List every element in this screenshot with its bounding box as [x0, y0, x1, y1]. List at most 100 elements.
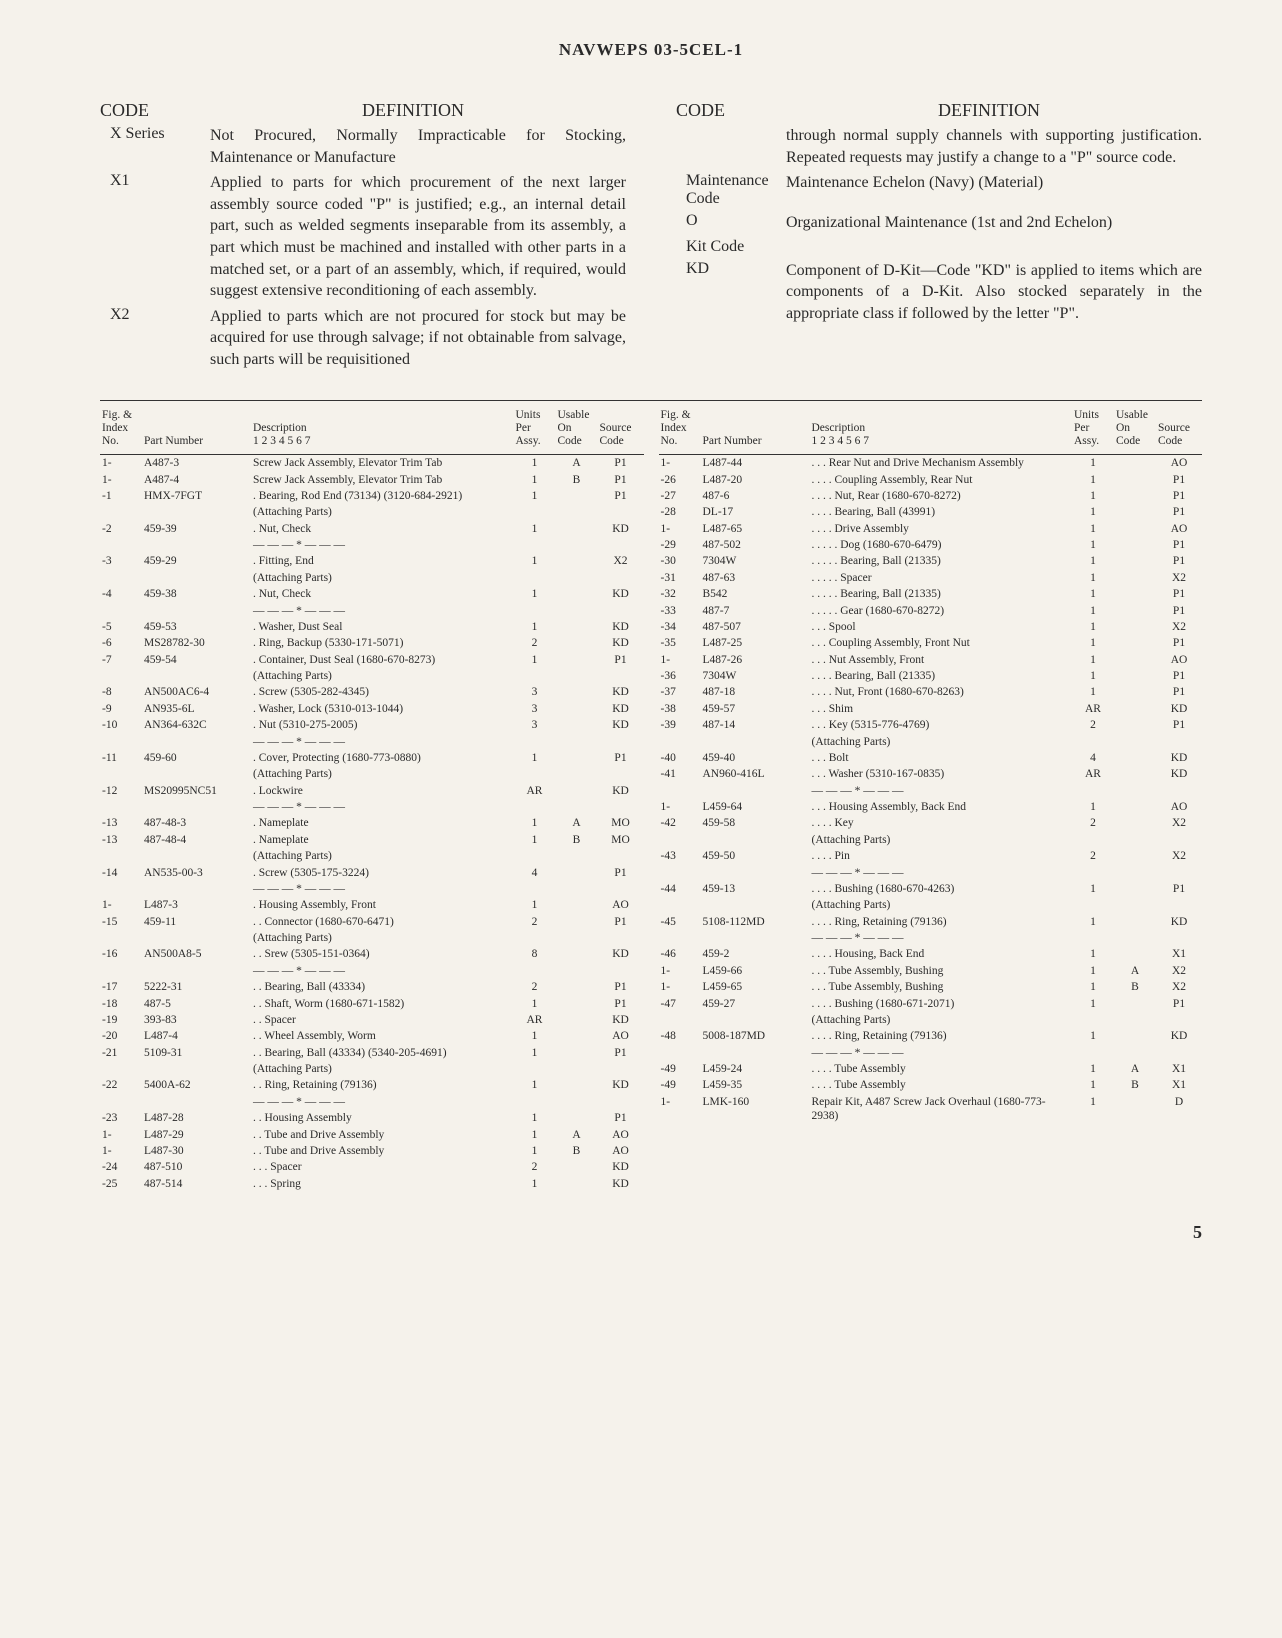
cell-on — [1114, 766, 1156, 782]
cell-src: X2 — [1156, 963, 1202, 979]
cell-on — [556, 914, 598, 930]
cell-on — [1114, 1028, 1156, 1044]
cell-units — [514, 881, 556, 897]
cell-src: P1 — [1156, 488, 1202, 504]
table-row: 1-L487-65. . . . Drive Assembly1AO — [659, 521, 1203, 537]
table-row: (Attaching Parts) — [100, 668, 644, 684]
cell-on — [1114, 848, 1156, 864]
cell-src: P1 — [1156, 553, 1202, 569]
cell-desc: . Container, Dust Seal (1680-670-8273) — [251, 652, 514, 668]
cell-on — [1114, 521, 1156, 537]
cell-pn: 487-48-3 — [142, 815, 251, 831]
cell-idx: -1 — [100, 488, 142, 504]
definition-code — [676, 125, 786, 168]
table-row: -29487-502. . . . . Dog (1680-670-6479)1… — [659, 537, 1203, 553]
table-row: — — — * — — — — [100, 881, 644, 897]
cell-pn — [701, 734, 810, 750]
cell-units: 4 — [1072, 750, 1114, 766]
cell-idx: -5 — [100, 619, 142, 635]
cell-src — [598, 766, 644, 782]
cell-idx: -2 — [100, 521, 142, 537]
cell-idx — [659, 1012, 701, 1028]
cell-src: P1 — [1156, 668, 1202, 684]
table-row: — — — * — — — — [100, 799, 644, 815]
cell-units: 1 — [1072, 586, 1114, 602]
table-row: -32B542. . . . . Bearing, Ball (21335)1P… — [659, 586, 1203, 602]
cell-pn: MS20995NC51 — [142, 783, 251, 799]
cell-on — [1114, 586, 1156, 602]
cell-pn: L487-29 — [142, 1127, 251, 1143]
cell-desc: . Bearing, Rod End (73134) (3120-684-292… — [251, 488, 514, 504]
cell-src: X2 — [598, 553, 644, 569]
cell-units: 1 — [514, 619, 556, 635]
cell-src: KD — [598, 1176, 644, 1192]
cell-src: KD — [1156, 1028, 1202, 1044]
table-row: -8AN500AC6-4. Screw (5305-282-4345)3KD — [100, 684, 644, 700]
cell-on: B — [1114, 979, 1156, 995]
cell-on — [556, 881, 598, 897]
table-row: -49L459-35. . . . Tube Assembly1BX1 — [659, 1077, 1203, 1093]
cell-pn: 393-83 — [142, 1012, 251, 1028]
cell-desc: . . . . Pin — [810, 848, 1073, 864]
cell-on — [1114, 996, 1156, 1012]
cell-pn: L487-44 — [701, 455, 810, 472]
table-row: -2459-39. Nut, Check1KD — [100, 521, 644, 537]
cell-idx — [100, 570, 142, 586]
definition-code: Kit Code — [676, 238, 786, 256]
cell-pn: 459-54 — [142, 652, 251, 668]
table-row: -25487-514. . . Spring1KD — [100, 1176, 644, 1192]
cell-desc: . Nameplate — [251, 815, 514, 831]
table-row: -19393-83. . SpacerARKD — [100, 1012, 644, 1028]
cell-units: 1 — [1072, 799, 1114, 815]
cell-idx — [100, 1094, 142, 1110]
col-index: Fig. &IndexNo. — [659, 407, 701, 455]
cell-desc: Repair Kit, A487 Screw Jack Overhaul (16… — [810, 1094, 1073, 1125]
table-row: -367304W. . . . Bearing, Ball (21335)1P1 — [659, 668, 1203, 684]
cell-on — [556, 963, 598, 979]
cell-src — [598, 848, 644, 864]
cell-units: 1 — [514, 1127, 556, 1143]
definition-text: Component of D-Kit—Code "KD" is applied … — [786, 260, 1202, 325]
cell-on — [1114, 799, 1156, 815]
cell-pn: LMK-160 — [701, 1094, 810, 1125]
cell-src: KD — [1156, 701, 1202, 717]
cell-units: 1 — [514, 832, 556, 848]
cell-idx: -40 — [659, 750, 701, 766]
table-row: -13487-48-4. Nameplate1BMO — [100, 832, 644, 848]
cell-desc: (Attaching Parts) — [810, 1012, 1073, 1028]
definition-text: Applied to parts which are not procured … — [210, 306, 626, 371]
cell-idx: -29 — [659, 537, 701, 553]
cell-idx: -8 — [100, 684, 142, 700]
definition-row: X2Applied to parts which are not procure… — [100, 306, 626, 371]
cell-desc: . . Bearing, Ball (43334) — [251, 979, 514, 995]
cell-idx: 1- — [100, 472, 142, 488]
cell-idx: 1- — [100, 1127, 142, 1143]
cell-on: B — [556, 832, 598, 848]
cell-idx: -45 — [659, 914, 701, 930]
cell-on — [1114, 946, 1156, 962]
col-source: SourceCode — [598, 407, 644, 455]
cell-desc: . Cover, Protecting (1680-773-0880) — [251, 750, 514, 766]
cell-on — [556, 799, 598, 815]
table-row: -42459-58. . . . Key2X2 — [659, 815, 1203, 831]
cell-idx: -44 — [659, 881, 701, 897]
cell-desc: — — — * — — — — [251, 603, 514, 619]
cell-src: KD — [1156, 914, 1202, 930]
cell-desc: (Attaching Parts) — [251, 766, 514, 782]
cell-pn: DL-17 — [701, 504, 810, 520]
cell-idx: -41 — [659, 766, 701, 782]
cell-src — [1156, 783, 1202, 799]
cell-units: 1 — [514, 1077, 556, 1093]
cell-idx: 1- — [100, 455, 142, 472]
cell-src — [1156, 897, 1202, 913]
cell-on — [556, 570, 598, 586]
cell-pn — [142, 799, 251, 815]
table-row: -34487-507. . . Spool1X2 — [659, 619, 1203, 635]
cell-on — [1114, 701, 1156, 717]
cell-idx: -33 — [659, 603, 701, 619]
col-partnumber: Part Number — [142, 407, 251, 455]
cell-units: 1 — [514, 1045, 556, 1061]
cell-pn: 7304W — [701, 668, 810, 684]
cell-pn: 459-39 — [142, 521, 251, 537]
cell-src — [598, 570, 644, 586]
